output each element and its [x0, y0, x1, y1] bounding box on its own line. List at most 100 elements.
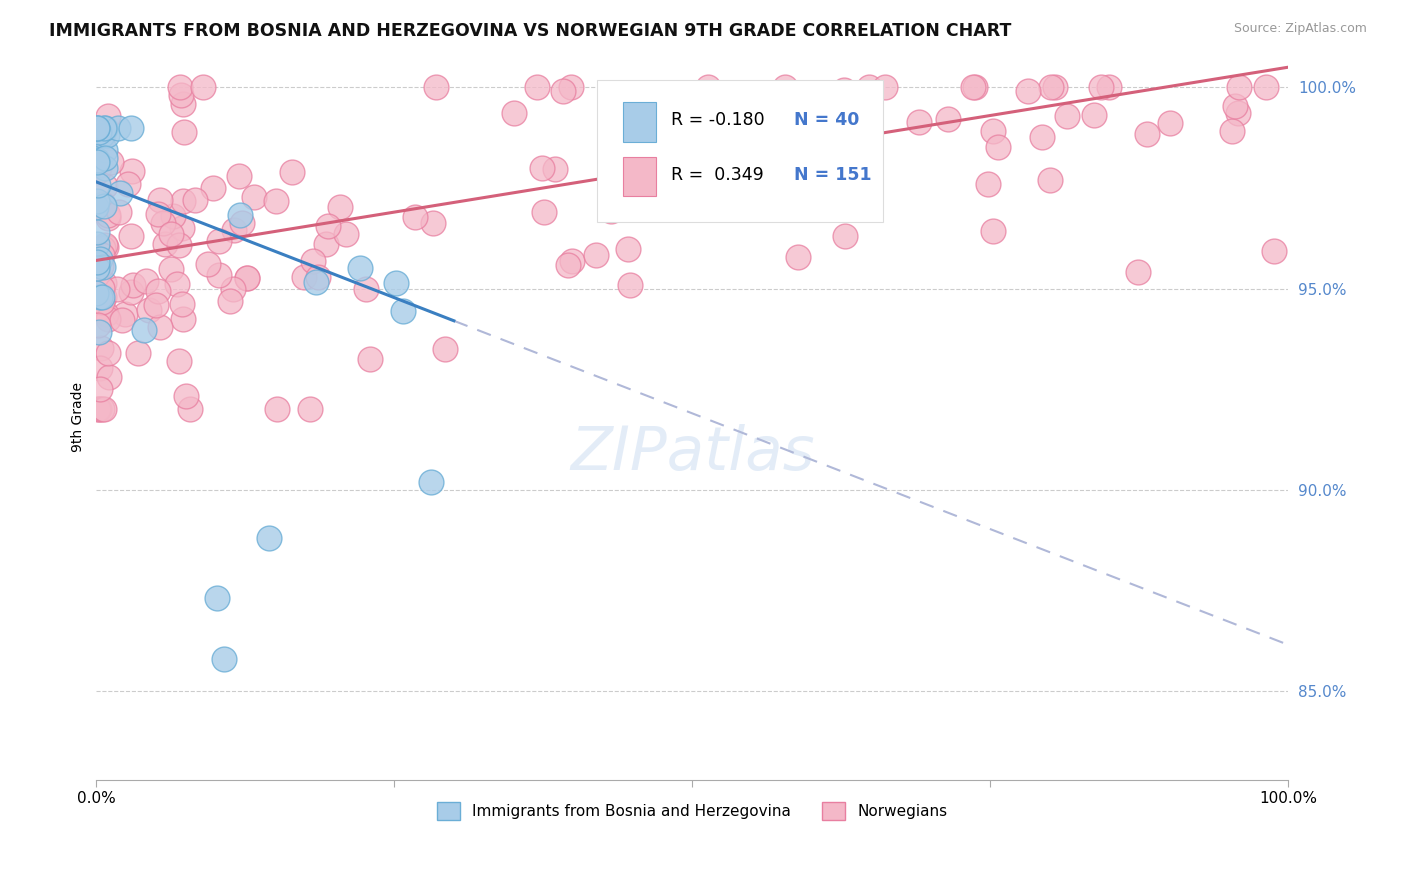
Point [1043, 80, 1066, 95]
Point [93, 402, 115, 417]
Point [170, 297, 193, 311]
Point [89, 252, 111, 266]
Point [1039, 80, 1062, 95]
Point [91, 281, 114, 295]
Point [775, 165, 797, 179]
Point [298, 402, 321, 417]
Point [235, 270, 257, 285]
Point [89, 361, 111, 376]
Point [97, 311, 120, 326]
Point [111, 313, 134, 327]
Text: Source: ZipAtlas.com: Source: ZipAtlas.com [1233, 22, 1367, 36]
Point [264, 194, 287, 209]
Point [94, 161, 117, 175]
FancyBboxPatch shape [623, 103, 657, 142]
Point [228, 169, 250, 183]
Point [91, 260, 114, 274]
Point [1039, 172, 1062, 186]
Point [193, 80, 215, 95]
Point [212, 652, 235, 666]
Point [585, 248, 607, 262]
Point [224, 223, 246, 237]
Point [86, 120, 108, 135]
Point [148, 206, 170, 220]
Point [93, 178, 115, 193]
Point [257, 531, 280, 545]
Point [114, 307, 136, 321]
Point [315, 236, 337, 251]
Point [97, 346, 120, 360]
Point [91, 131, 114, 145]
Point [135, 275, 157, 289]
Point [617, 243, 640, 257]
Point [89, 290, 111, 304]
Point [86, 402, 108, 417]
Point [208, 234, 231, 248]
Point [965, 80, 987, 95]
Point [107, 120, 129, 135]
Point [797, 103, 820, 117]
Point [1083, 108, 1105, 122]
Point [385, 276, 408, 290]
Point [551, 84, 574, 98]
Point [834, 229, 856, 244]
Point [561, 254, 583, 268]
Point [1220, 124, 1243, 138]
Point [122, 277, 145, 292]
Point [89, 325, 111, 339]
Point [207, 591, 229, 606]
Point [292, 269, 315, 284]
Point [86, 201, 108, 215]
Point [1136, 127, 1159, 141]
Point [1031, 129, 1053, 144]
Point [87, 178, 110, 192]
Point [120, 120, 142, 135]
Point [222, 282, 245, 296]
Point [174, 389, 197, 403]
Point [89, 301, 111, 315]
Point [86, 236, 108, 251]
Point [773, 80, 796, 95]
Point [236, 271, 259, 285]
Point [87, 125, 110, 139]
Point [1229, 80, 1251, 95]
Point [530, 161, 553, 175]
Point [307, 270, 329, 285]
Text: ZIPatlas: ZIPatlas [569, 424, 814, 483]
Point [543, 161, 565, 176]
Point [422, 216, 444, 230]
Point [391, 304, 413, 318]
Point [108, 186, 131, 200]
Point [977, 177, 1000, 191]
Point [86, 260, 108, 275]
Point [1090, 80, 1112, 95]
Point [93, 290, 115, 304]
Point [231, 216, 253, 230]
Point [86, 286, 108, 301]
Point [86, 194, 108, 209]
Point [987, 140, 1010, 154]
Point [91, 402, 114, 417]
Point [93, 199, 115, 213]
Point [1159, 116, 1181, 130]
Point [90, 260, 112, 274]
Point [1263, 244, 1285, 259]
Point [832, 83, 855, 97]
Point [91, 248, 114, 262]
Point [875, 80, 897, 95]
Point [170, 88, 193, 103]
Point [433, 342, 456, 356]
Point [93, 276, 115, 290]
Point [96, 128, 118, 143]
Point [121, 164, 143, 178]
Point [1223, 99, 1246, 113]
Point [97, 109, 120, 123]
Point [560, 80, 582, 95]
Point [179, 402, 201, 417]
FancyBboxPatch shape [598, 80, 883, 222]
Point [120, 285, 142, 300]
Y-axis label: 9th Grade: 9th Grade [72, 383, 86, 452]
Point [172, 312, 194, 326]
Text: R = -0.180: R = -0.180 [671, 112, 765, 129]
Point [90, 128, 112, 142]
